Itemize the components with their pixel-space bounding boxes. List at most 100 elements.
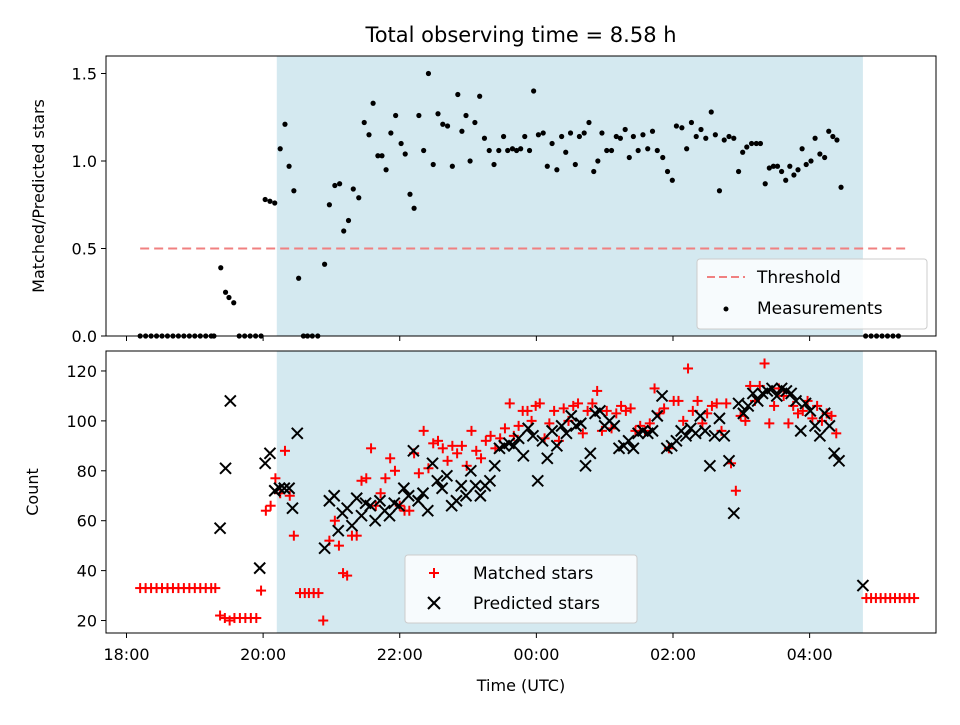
chart-title: Total observing time = 8.58 h [364,23,676,47]
matched-star-point [730,485,741,496]
measurement-point [604,147,610,154]
measurement-point [272,200,278,206]
measurement-point [226,294,232,301]
measurement-point [291,188,297,194]
x-stroke-b [488,459,501,473]
x-stroke-b [368,514,382,527]
matched-star-point [288,530,299,541]
x-stroke-b [646,424,659,438]
x-stroke-b [636,424,650,438]
predicted-star-point [258,457,272,470]
x-stroke-b [627,442,640,455]
predicted-star-point [550,439,564,453]
x-stroke-b [751,394,764,408]
x-stroke-b [474,489,487,502]
top-legend-box [696,258,928,330]
bottom-panel: 20 40 60 80 100 120 18:00 20:00 22:00 00:00 02:00… [23,350,937,695]
measurement-point [505,147,511,154]
measurement-point [296,275,302,281]
measurement-point [326,202,332,208]
measurement-point [496,147,502,154]
x-stroke-b [799,397,812,410]
x-stroke-b [622,434,635,448]
measurement-point [766,165,772,171]
matched-star-point [697,418,708,429]
predicted-star-point [411,494,425,507]
predicted-star-point [545,424,559,438]
matched-star-point [471,445,482,456]
x-stroke-b [282,482,296,495]
measurement-point [379,153,385,159]
predicted-star-point [646,424,659,438]
measurement-point [613,133,619,140]
matched-star-point [573,398,584,409]
predicted-star-point [450,494,463,507]
predicted-star-point [655,389,669,403]
x-stroke-b [273,482,286,495]
measurement-point [366,132,372,138]
x-stroke-b [670,434,683,448]
measurement-point [375,153,381,159]
predicted-star-point [536,434,549,448]
x-stroke-b [713,412,726,425]
predicted-star-point [608,419,621,433]
x-stroke-b [373,494,387,507]
matched-star-point [499,423,510,434]
measurement-point [581,130,587,136]
matched-star-point [313,588,324,599]
bottom-y-tick-label: 20 [77,612,97,631]
predicted-star-point [278,482,291,495]
measurement-point [286,163,292,169]
x-stroke-b [411,494,425,507]
x-stroke-b [780,384,793,398]
predicted-star-point [718,429,731,443]
predicted-star-point [651,409,664,423]
measurement-point [693,133,699,140]
predicted-star-point [397,482,411,495]
measurement-point [664,168,671,175]
measurement-point [549,140,555,147]
matched-star-point [678,415,689,426]
predicted-star-point [670,434,683,448]
predicted-star-point [421,504,434,517]
predicted-star-point [219,462,232,475]
predicted-star-point [694,409,707,423]
matched-star-point [256,585,267,596]
measurement-point [838,184,844,190]
predicted-star-point [579,459,592,473]
measurement-point [509,146,516,152]
matched-star-point [279,445,290,456]
matched-star-point [544,418,555,429]
predicted-star-point [435,482,449,495]
legend-plus-mark [429,568,439,578]
top-y-tick-label: 0.5 [72,240,97,259]
predicted-star-point [813,429,827,443]
measurement-point [430,161,436,168]
measurement-point [721,137,727,143]
matched-star-point [522,405,533,416]
measurement-point [757,140,764,147]
matched-star-point [807,413,818,424]
top-y-tick-label: 1.0 [72,152,97,171]
x-stroke-b [856,579,870,592]
x-stroke-b [775,382,788,395]
x-stroke-b [828,447,841,460]
top-y-axis-label: Matched/Predicted stars [29,99,48,293]
measurement-point [654,147,660,154]
x-stroke-b [435,482,449,495]
x-stroke-b [737,407,750,420]
x-stroke-b [213,521,227,535]
matched-star-point [251,613,262,624]
matched-star-point [721,398,732,409]
x-stroke-b [651,409,664,423]
predicted-star-point [727,507,741,520]
measurement-point [640,132,646,138]
x-stroke-b [502,437,516,450]
measurement-point [518,146,524,152]
x-stroke-b [345,519,359,532]
top-axes-frame [105,55,937,337]
matched-star-point [265,500,276,511]
matched-star-point [769,400,780,411]
matched-star-point [333,540,344,551]
measurements-series [137,70,902,339]
